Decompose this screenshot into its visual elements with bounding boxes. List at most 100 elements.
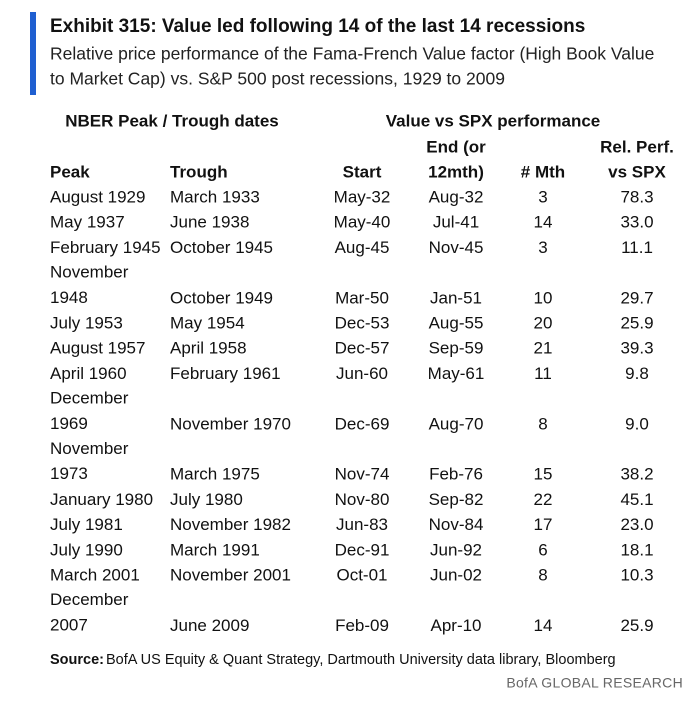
cell: 23.0 (620, 515, 653, 534)
cell: 21 (534, 339, 553, 358)
cell: October 1945 (170, 238, 273, 257)
cell: 14 (534, 616, 553, 635)
cell: Dec-53 (335, 313, 390, 332)
cell: June 2009 (170, 616, 249, 635)
cell: March 2001 (50, 565, 140, 584)
cell-line: 2007 (50, 616, 88, 635)
cell: August 1929 (50, 187, 145, 206)
column-header: Peak (50, 162, 90, 181)
cell: 22 (534, 490, 553, 509)
cell: 3 (538, 187, 547, 206)
cell: 14 (534, 213, 553, 232)
cell: December 1969 (50, 389, 129, 433)
cell: 17 (534, 515, 553, 534)
cell: 9.8 (625, 364, 649, 383)
cell: Sep-59 (429, 339, 484, 358)
cell: December 2007 (50, 591, 129, 635)
cell: Aug-70 (429, 414, 484, 433)
cell-line: 1973 (50, 465, 88, 484)
cell: Jun-60 (336, 364, 388, 383)
group-header: NBER Peak / Trough dates (65, 111, 279, 130)
cell: 8 (538, 565, 547, 584)
cell: 18.1 (620, 540, 653, 559)
cell: November 1982 (170, 515, 291, 534)
cell-line: December (50, 389, 129, 408)
cell: 39.3 (620, 339, 653, 358)
cell: May 1954 (170, 313, 245, 332)
source: Source: BofA US Equity & Quant Strategy, … (50, 652, 616, 668)
cell: Nov-80 (335, 490, 390, 509)
cell: Apr-10 (430, 616, 481, 635)
cell: Jun-02 (430, 565, 482, 584)
cell: March 1975 (170, 465, 260, 484)
cell: August 1957 (50, 339, 145, 358)
cell: November 1970 (170, 414, 291, 433)
cell: July 1953 (50, 313, 123, 332)
cell: May-40 (334, 213, 391, 232)
group-header: Value vs SPX performance (386, 111, 601, 130)
cell: Oct-01 (336, 565, 387, 584)
column-header: 12mth) (428, 162, 484, 181)
cell: February 1945 (50, 238, 161, 257)
cell: May-61 (428, 364, 485, 383)
title: Exhibit 315: Value led following 14 of t… (50, 16, 585, 37)
cell: February 1961 (170, 364, 281, 383)
cell: Nov-74 (335, 465, 390, 484)
cell: March 1991 (170, 540, 260, 559)
cell: Feb-09 (335, 616, 389, 635)
cell: May 1937 (50, 213, 125, 232)
source-label: Source: (50, 652, 104, 668)
cell: 3 (538, 238, 547, 257)
cell: 9.0 (625, 414, 649, 433)
cell: 20 (534, 313, 553, 332)
cell: Jun-92 (430, 540, 482, 559)
cell: Jan-51 (430, 288, 482, 307)
source-text: BofA US Equity & Quant Strategy, Dartmou… (106, 652, 616, 668)
cell: Mar-50 (335, 288, 389, 307)
column-header: Trough (170, 162, 228, 181)
cell: November 2001 (170, 565, 291, 584)
cell: June 1938 (170, 213, 249, 232)
cell: 29.7 (620, 288, 653, 307)
cell: Feb-76 (429, 465, 483, 484)
cell: January 1980 (50, 490, 153, 509)
cell: 25.9 (620, 616, 653, 635)
cell: 38.2 (620, 465, 653, 484)
cell: Aug-55 (429, 313, 484, 332)
cell: Jun-83 (336, 515, 388, 534)
cell: November 1948 (50, 263, 129, 307)
cell: Jul-41 (433, 213, 479, 232)
cell: Dec-69 (335, 414, 390, 433)
cell: October 1949 (170, 288, 273, 307)
column-header: vs SPX (608, 162, 666, 181)
accent-bar (30, 12, 36, 95)
cell: Nov-45 (429, 238, 484, 257)
cell: Aug-45 (335, 238, 390, 257)
cell: 10.3 (620, 565, 653, 584)
cell: Dec-57 (335, 339, 390, 358)
cell-line: November (50, 263, 129, 282)
cell: July 1981 (50, 515, 123, 534)
cell: 10 (534, 288, 553, 307)
cell: July 1980 (170, 490, 243, 509)
brand: BofA GLOBAL RESEARCH (506, 675, 683, 691)
cell: 6 (538, 540, 547, 559)
cell: 25.9 (620, 313, 653, 332)
column-header: Start (343, 162, 382, 181)
cell: Dec-91 (335, 540, 390, 559)
cell-line: 1969 (50, 414, 88, 433)
cell: March 1933 (170, 187, 260, 206)
cell-line: December (50, 591, 129, 610)
cell: 11.1 (621, 238, 653, 257)
column-header: End (or (426, 137, 486, 156)
cell: 8 (538, 414, 547, 433)
cell: 33.0 (620, 213, 653, 232)
cell-line: 1948 (50, 288, 88, 307)
cell: 15 (534, 465, 553, 484)
cell: 11 (534, 364, 552, 383)
cell: July 1990 (50, 540, 123, 559)
cell: May-32 (334, 187, 391, 206)
cell: 78.3 (620, 187, 653, 206)
column-header: # Mth (521, 162, 565, 181)
